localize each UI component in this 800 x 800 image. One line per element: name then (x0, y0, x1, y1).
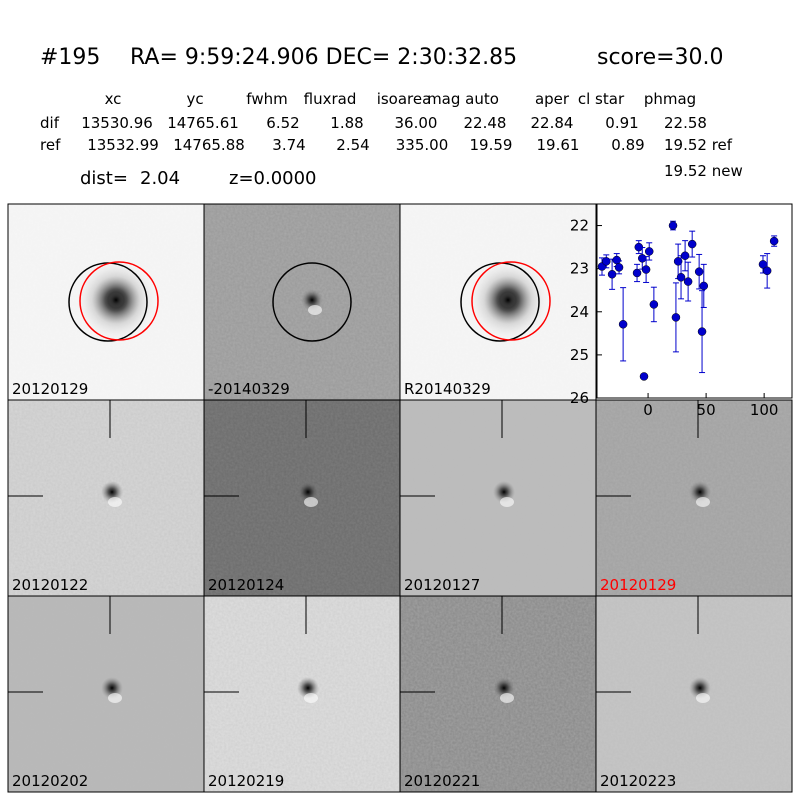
point (683, 277, 693, 286)
table-cell: 22.48 (464, 114, 507, 132)
aperture-ref (79, 261, 159, 341)
column-header: aper (535, 90, 570, 108)
x-tick-label: 50 (697, 401, 716, 419)
source-core (497, 289, 519, 311)
panel-label: R20140329 (404, 380, 491, 398)
table-cell: 6.52 (266, 114, 299, 132)
panel-label: 20120129 (12, 380, 88, 398)
point (762, 266, 772, 276)
point (673, 257, 683, 266)
panel-label: -20140329 (208, 380, 290, 398)
panels: 20120129 -20140329 R20140329 20120122 201201… (7, 203, 793, 793)
point (614, 263, 624, 272)
point (638, 254, 647, 263)
source-lobe (500, 693, 514, 703)
y-tick-label: 26 (570, 389, 589, 407)
aperture-ref (471, 261, 551, 341)
panel-label: 20120124 (208, 576, 284, 594)
column-header: mag auto (427, 90, 499, 108)
point (602, 257, 611, 266)
column-header: isoarea (377, 90, 432, 108)
table-cell: 19.59 (470, 136, 513, 154)
source-lobe (304, 497, 318, 507)
column-header: cl star (578, 90, 625, 108)
y-tick-label: 23 (570, 260, 589, 278)
redshift: z=0.0000 (229, 168, 317, 189)
point (607, 270, 617, 279)
table-cell: 22.84 (531, 114, 574, 132)
coordinates: RA= 9:59:24.906 DEC= 2:30:32.85 (130, 45, 517, 70)
dist-label: dist= (80, 168, 128, 189)
object-id: #195 (40, 45, 100, 70)
table-cell: 335.00 (396, 136, 449, 154)
source-lobe (696, 693, 710, 703)
point (632, 268, 642, 278)
point (676, 273, 686, 282)
table-cell: 0.91 (605, 114, 638, 132)
y-tick-label: 24 (570, 303, 589, 321)
x-tick-label: 0 (643, 401, 653, 419)
row-label: dif (40, 114, 60, 132)
panel-label: 20120129 (600, 576, 676, 594)
y-tick-label: 25 (570, 346, 589, 364)
point (694, 267, 704, 276)
table-cell: 2.54 (336, 136, 369, 154)
source-lobe (108, 693, 122, 703)
panel-label: 20120219 (208, 772, 284, 790)
point (687, 239, 697, 249)
column-header: xc (105, 90, 122, 108)
table-cell: 19.52 ref (664, 136, 733, 154)
point (769, 236, 779, 246)
x-tick-label: 100 (750, 401, 779, 419)
source-lobe (696, 497, 710, 507)
source-core (105, 289, 127, 311)
point (644, 247, 654, 256)
panel-label: 20120221 (404, 772, 480, 790)
point (671, 313, 681, 322)
point (618, 320, 628, 329)
table-cell: 14765.61 (167, 114, 239, 132)
point (699, 281, 709, 291)
table-cell: 19.61 (537, 136, 580, 154)
table-cell: 22.58 (664, 114, 707, 132)
panel-label: 20120122 (12, 576, 88, 594)
row-label: ref (40, 136, 61, 154)
point (680, 251, 690, 260)
score: score=30.0 (597, 45, 724, 70)
table-cell: 1.88 (330, 114, 363, 132)
panel-label: 20120202 (12, 772, 88, 790)
dist: 2.04 (140, 168, 180, 189)
source-lobe (304, 693, 318, 703)
plot-area (596, 203, 793, 399)
table-cell: 19.52 new (664, 162, 743, 180)
table-cell: 36.00 (395, 114, 438, 132)
point (639, 372, 649, 381)
column-header: yc (186, 90, 203, 108)
table-cell: 13532.99 (87, 136, 159, 154)
source-lobe (108, 497, 122, 507)
point (649, 300, 659, 309)
column-header: phmag (644, 90, 696, 108)
point (697, 327, 707, 336)
table-cell: 0.89 (611, 136, 644, 154)
point (668, 221, 678, 230)
point (641, 265, 651, 274)
table-cell: 3.74 (272, 136, 305, 154)
aperture (272, 262, 352, 342)
table-cell: 14765.88 (173, 136, 245, 154)
source-lobe (500, 497, 514, 507)
y-tick-label: 22 (570, 217, 589, 235)
panel-label: 20120127 (404, 576, 480, 594)
table-cell: 13530.96 (81, 114, 153, 132)
panel-label: 20120223 (600, 772, 676, 790)
column-header: fwhm (246, 90, 287, 108)
column-header: fluxrad (304, 90, 357, 108)
source-lobe (308, 305, 322, 315)
